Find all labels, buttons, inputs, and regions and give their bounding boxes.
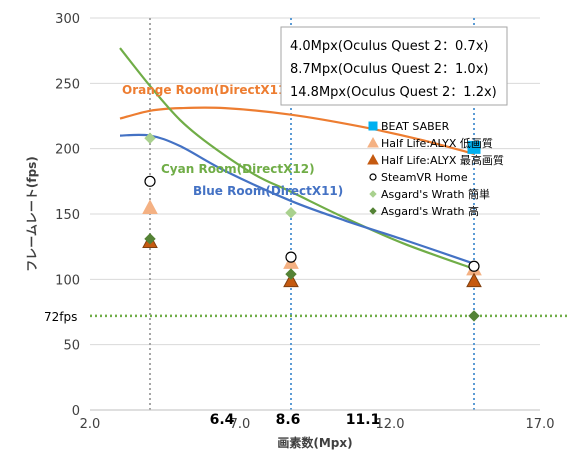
beat-saber-point xyxy=(467,140,481,154)
legend-alyx-low-marker xyxy=(367,136,379,148)
asgards-wrath-high-point xyxy=(468,310,480,322)
y-axis-title: フレームレート(fps) xyxy=(25,156,39,272)
y-tick-label: 150 xyxy=(55,208,80,223)
x-tick-label: 12.0 xyxy=(376,417,405,432)
legend-alyx-high-label: Half Life:ALYX 最高画質 xyxy=(381,153,504,167)
cyan-room-curve xyxy=(119,47,475,270)
legend-asgards-wrath-easy-label: Asgard's Wrath 簡単 xyxy=(381,187,490,201)
asgards-wrath-high-point xyxy=(285,268,297,280)
x-highlight-label: 11.1 xyxy=(346,412,381,428)
y-tick-label: 100 xyxy=(55,273,80,288)
legend-beat-saber-label: BEAT SABER xyxy=(381,120,450,133)
asgards-wrath-easy-point xyxy=(285,206,297,219)
x-highlight-label: 8.6 xyxy=(276,412,301,428)
alyx-high-point xyxy=(283,272,299,288)
info-box-line: 8.7Mpx(Oculus Quest 2：1.0x) xyxy=(290,62,488,77)
y-tick-label: 250 xyxy=(55,77,80,92)
info-box-line: 14.8Mpx(Oculus Quest 2：1.2x) xyxy=(290,85,497,100)
y-tick-label: 0 xyxy=(72,404,80,419)
x-highlight-label: 6.4 xyxy=(210,412,235,428)
y-tick-label: 200 xyxy=(55,143,80,158)
legend-beat-saber-marker xyxy=(368,121,378,131)
legend-asgards-wrath-easy-marker xyxy=(369,190,377,198)
legend-asgards-wrath-high-marker xyxy=(369,207,377,215)
orange-room-curve xyxy=(119,106,475,155)
y-tick-label: 300 xyxy=(55,12,80,27)
asgards-wrath-easy-point xyxy=(144,132,156,144)
steamvr-home-point xyxy=(285,251,297,263)
x-axis-title: 画素数(Mpx) xyxy=(277,435,352,450)
legend-steamvr-home-marker xyxy=(369,173,377,181)
reference-line-label: 72fps xyxy=(44,310,77,324)
steamvr-home-point xyxy=(144,175,156,187)
orange-room-label: Orange Room(DirectX11) xyxy=(122,83,292,97)
info-box-line: 4.0Mpx(Oculus Quest 2：0.7x) xyxy=(290,39,488,54)
blue-room-label: Blue Room(DirectX11) xyxy=(193,184,343,198)
legend-asgards-wrath-high-label: Asgard's Wrath 高 xyxy=(381,204,479,218)
alyx-high-point xyxy=(466,272,482,288)
x-tick-label: 17.0 xyxy=(526,417,555,432)
y-tick-label: 50 xyxy=(63,339,80,354)
legend-alyx-low-label: Half Life:ALYX 低画質 xyxy=(381,136,493,150)
legend-alyx-high-marker xyxy=(367,153,379,165)
info-box xyxy=(280,26,508,106)
x-tick-label: 7.0 xyxy=(230,417,251,432)
steamvr-home-point xyxy=(468,260,480,272)
legend-steamvr-home-label: SteamVR Home xyxy=(381,171,468,184)
cyan-room-label: Cyan Room(DirectX12) xyxy=(161,162,315,176)
asgards-wrath-high-point xyxy=(144,233,156,245)
x-tick-label: 2.0 xyxy=(80,417,101,432)
alyx-low-point xyxy=(142,199,158,214)
